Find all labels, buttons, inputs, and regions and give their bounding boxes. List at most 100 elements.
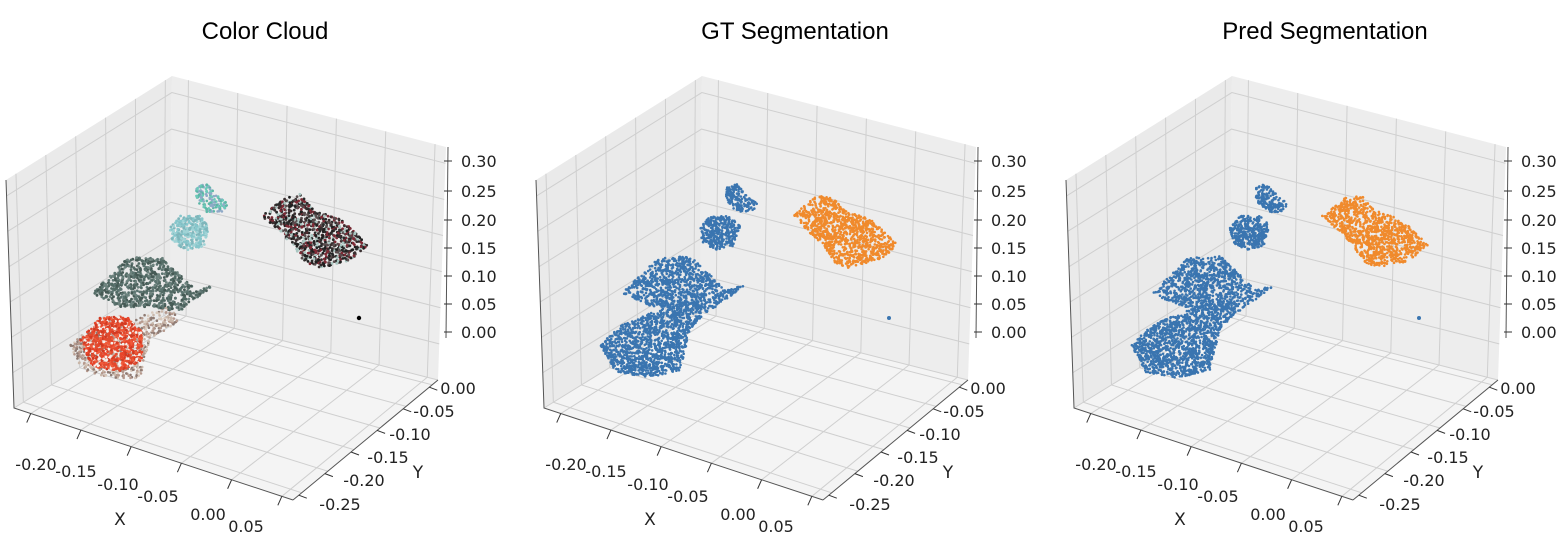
cloud-point bbox=[329, 243, 333, 247]
cloud-point bbox=[322, 243, 326, 246]
x-tick bbox=[757, 479, 763, 489]
cloud-point bbox=[212, 210, 216, 213]
cloud-point bbox=[345, 229, 349, 233]
cloud-point bbox=[163, 321, 166, 324]
cloud-point bbox=[116, 288, 120, 292]
cloud-point bbox=[196, 215, 199, 219]
cloud-point bbox=[179, 245, 183, 249]
cloud-point bbox=[141, 281, 145, 284]
cloud-point bbox=[126, 357, 130, 360]
cloud-point bbox=[279, 209, 283, 213]
cloud-point bbox=[323, 214, 326, 218]
cloud-point bbox=[192, 243, 196, 247]
cloud-point bbox=[88, 347, 92, 351]
seg-point bbox=[661, 307, 665, 311]
cloud-point bbox=[84, 349, 88, 352]
gridline-y bbox=[637, 349, 911, 429]
gridline-y bbox=[605, 136, 611, 368]
cloud-point bbox=[73, 353, 76, 356]
cloud-point bbox=[316, 259, 320, 262]
cloud-point bbox=[296, 248, 300, 252]
cloud-point bbox=[115, 373, 119, 377]
gridline-z bbox=[536, 91, 976, 197]
cloud-point bbox=[98, 368, 102, 372]
cloud-point bbox=[160, 304, 164, 308]
cloud-point bbox=[129, 361, 133, 365]
cloud-point bbox=[179, 233, 183, 237]
cloud-point bbox=[146, 322, 149, 326]
cloud-point bbox=[185, 303, 188, 306]
cloud-point bbox=[199, 199, 203, 202]
seg-point bbox=[670, 341, 674, 344]
axis-line-x bbox=[535, 179, 824, 501]
cloud-point bbox=[109, 348, 113, 352]
cloud-point bbox=[163, 278, 167, 282]
cloud-point bbox=[110, 328, 114, 331]
cloud-point bbox=[121, 333, 125, 337]
cloud-point bbox=[348, 234, 352, 238]
cloud-point bbox=[99, 336, 102, 340]
y-tick bbox=[933, 408, 942, 413]
seg-point bbox=[633, 343, 637, 346]
cloud-point bbox=[152, 299, 156, 302]
cloud-point bbox=[285, 224, 289, 228]
seg-point bbox=[660, 365, 664, 369]
cloud-point bbox=[158, 294, 161, 298]
cloud-point bbox=[144, 268, 147, 272]
cloud-point bbox=[113, 334, 117, 337]
cloud-point bbox=[170, 237, 174, 241]
cloud-point bbox=[124, 300, 128, 304]
cloud-point bbox=[189, 284, 193, 288]
panel-color-cloud: -0.20 -0.15 -0.10 -0.05 0.00 0.05 0.00 -0.05 -0.… bbox=[0, 0, 530, 552]
cloud-point bbox=[341, 257, 345, 260]
x-tick-label: -0.10 bbox=[97, 475, 138, 494]
cloud-point bbox=[323, 246, 327, 250]
cloud-point bbox=[169, 324, 172, 328]
cloud-point bbox=[149, 323, 153, 327]
point-cloud bbox=[69, 183, 369, 380]
cloud-point bbox=[278, 220, 281, 223]
cloud-point bbox=[343, 224, 346, 228]
cloud-point bbox=[209, 192, 213, 195]
cloud-point bbox=[115, 284, 119, 287]
cloud-point bbox=[181, 224, 185, 227]
cloud-point bbox=[194, 223, 197, 226]
y-tick bbox=[324, 473, 334, 478]
seg-point bbox=[613, 330, 616, 334]
cloud-point bbox=[345, 244, 349, 247]
cloud-point bbox=[101, 286, 104, 289]
cloud-point bbox=[298, 192, 302, 196]
cloud-point bbox=[349, 237, 352, 241]
seg-point bbox=[671, 333, 674, 337]
cloud-point bbox=[143, 313, 146, 317]
cloud-point bbox=[94, 323, 98, 327]
cloud-point bbox=[290, 237, 293, 241]
cloud-point bbox=[187, 235, 190, 239]
cloud-point bbox=[150, 316, 153, 320]
cloud-point bbox=[135, 318, 138, 322]
x-axis-label: X bbox=[644, 510, 656, 530]
cloud-point bbox=[129, 279, 133, 283]
cloud-point bbox=[305, 254, 309, 258]
cloud-point bbox=[273, 225, 277, 229]
cloud-point bbox=[147, 340, 151, 343]
cloud-point bbox=[199, 237, 203, 241]
seg-point bbox=[637, 369, 640, 372]
cloud-point bbox=[121, 342, 125, 346]
cloud-point bbox=[328, 254, 331, 258]
cloud-point bbox=[127, 361, 131, 365]
cloud-point bbox=[158, 261, 161, 265]
cloud-point bbox=[205, 207, 209, 211]
cloud-point bbox=[362, 246, 365, 250]
cloud-point bbox=[197, 233, 201, 236]
cloud-point bbox=[133, 290, 136, 293]
seg-point bbox=[665, 311, 668, 314]
cloud-point bbox=[129, 258, 133, 262]
cloud-point bbox=[116, 296, 120, 300]
cloud-point bbox=[137, 345, 141, 349]
cloud-point bbox=[173, 313, 177, 317]
cloud-point bbox=[171, 319, 174, 323]
cloud-point bbox=[162, 276, 166, 279]
cloud-point bbox=[267, 216, 270, 219]
panel-gt-segmentation: -0.20 -0.15 -0.10 -0.05 0.00 0.05 0.00 -0.05 -0.… bbox=[530, 0, 1060, 552]
